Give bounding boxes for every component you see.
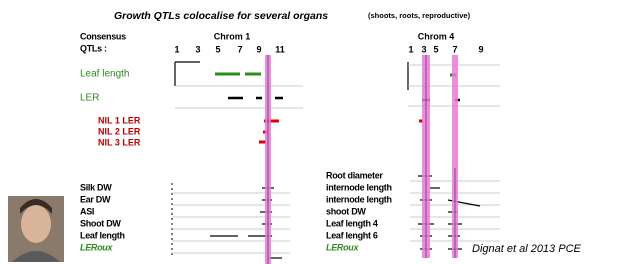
title: Growth QTLs colocalise for several organ… <box>114 10 328 22</box>
tick-label: 1 <box>174 44 179 54</box>
row-label: Ear DW <box>80 194 111 204</box>
portrait-photo <box>8 196 64 262</box>
tick-label: 1 <box>408 44 413 54</box>
row-label: LERoux <box>326 242 359 252</box>
row-label: Silk DW <box>80 182 112 192</box>
row-label: LERoux <box>80 242 113 252</box>
tick-label: 3 <box>195 44 200 54</box>
tick-label: 3 <box>421 44 426 54</box>
nil-label: NIL 3 LER <box>98 137 141 147</box>
row-label: Leaf length <box>80 69 130 80</box>
row-label: internode length <box>326 194 392 204</box>
subtitle: (shoots, roots, reproductive) <box>368 11 471 20</box>
row-label: Leaf length 4 <box>326 218 378 228</box>
chrom-header: Chrom 1 <box>214 31 251 41</box>
row-lines <box>172 193 290 253</box>
tick-label: 11 <box>275 44 285 54</box>
chrom4-panel <box>408 55 500 258</box>
tick-label: 5 <box>215 44 220 54</box>
tick-label: 9 <box>478 44 483 54</box>
slide: Growth QTLs colocalise for several organ… <box>0 0 620 264</box>
row-label: internode length <box>326 182 392 192</box>
qtl-arrows <box>210 188 282 258</box>
tick-label: 5 <box>433 44 438 54</box>
row-label: ASI <box>80 206 94 216</box>
tick-label: 9 <box>256 44 261 54</box>
chrom-header: Chrom 4 <box>418 31 455 41</box>
tick-label: 7 <box>452 44 457 54</box>
row-label: LER <box>80 93 99 104</box>
citation: Dignat et al 2013 PCE <box>472 243 582 255</box>
tick-label: 7 <box>237 44 242 54</box>
row-label: Root diameter <box>326 170 383 180</box>
row-label: shoot DW <box>326 206 366 216</box>
chrom1-panel <box>172 55 303 264</box>
consensus-label: Consensus <box>80 31 126 41</box>
row-label: Leaf length <box>80 230 125 240</box>
nil-label: NIL 2 LER <box>98 126 141 136</box>
qtls-label: QTLs : <box>80 43 107 53</box>
row-label: Leaf lenght 6 <box>326 230 378 240</box>
row-label: Shoot DW <box>80 218 121 228</box>
nil-label: NIL 1 LER <box>98 115 141 125</box>
